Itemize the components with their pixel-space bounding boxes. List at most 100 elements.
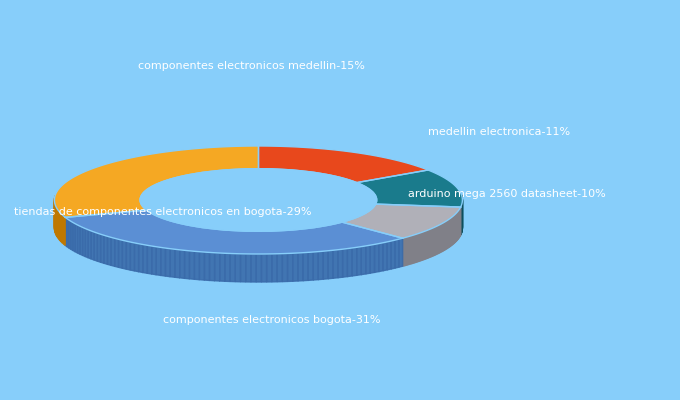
Polygon shape [422,232,424,260]
Polygon shape [261,254,267,282]
Polygon shape [433,228,434,256]
Polygon shape [64,216,65,245]
Polygon shape [352,247,357,276]
Polygon shape [391,240,395,269]
Polygon shape [442,223,443,252]
Polygon shape [439,224,440,253]
Polygon shape [258,146,428,182]
Polygon shape [152,246,156,275]
Polygon shape [399,238,403,267]
Polygon shape [298,253,303,281]
Polygon shape [65,217,67,247]
Polygon shape [184,250,190,279]
Polygon shape [143,244,148,273]
Polygon shape [357,170,462,207]
Polygon shape [80,226,83,256]
Polygon shape [78,225,80,254]
Polygon shape [441,224,442,252]
Polygon shape [272,254,277,282]
Polygon shape [403,238,404,266]
Polygon shape [63,215,64,244]
Polygon shape [180,250,184,278]
Polygon shape [333,250,338,278]
Polygon shape [437,226,438,254]
Text: componentes electronicos bogota-31%: componentes electronicos bogota-31% [163,315,381,325]
Polygon shape [115,238,118,267]
Polygon shape [230,254,235,282]
Polygon shape [370,244,375,273]
Polygon shape [411,236,412,264]
Polygon shape [73,222,75,252]
Polygon shape [308,252,313,280]
Polygon shape [215,253,220,281]
Polygon shape [416,234,418,262]
Polygon shape [323,251,328,279]
Polygon shape [435,226,437,255]
Polygon shape [366,245,370,274]
Polygon shape [424,231,426,259]
Polygon shape [60,212,61,242]
Polygon shape [107,236,111,265]
Polygon shape [430,229,431,257]
Text: arduino mega 2560 datasheet-10%: arduino mega 2560 datasheet-10% [408,189,606,199]
Polygon shape [71,221,73,250]
Polygon shape [95,232,97,261]
Polygon shape [69,220,71,249]
Polygon shape [86,229,88,258]
Polygon shape [342,204,460,238]
Polygon shape [235,254,241,282]
Polygon shape [165,248,170,277]
Polygon shape [405,237,406,266]
Polygon shape [126,241,131,270]
Polygon shape [101,234,104,263]
Polygon shape [440,224,441,252]
Polygon shape [75,224,78,253]
Polygon shape [56,207,57,236]
Polygon shape [282,254,288,282]
Polygon shape [267,254,272,282]
Polygon shape [131,242,135,271]
Polygon shape [241,254,245,282]
Polygon shape [288,253,292,282]
Polygon shape [91,231,95,260]
Polygon shape [156,247,161,276]
Polygon shape [313,252,318,280]
Polygon shape [251,254,256,282]
Polygon shape [97,233,101,262]
Text: tiendas de componentes electronicos en bogota-29%: tiendas de componentes electronicos en b… [14,207,311,217]
Polygon shape [383,242,387,271]
Polygon shape [338,249,343,278]
Polygon shape [65,210,403,254]
Polygon shape [387,241,391,270]
Polygon shape [328,250,333,279]
Polygon shape [61,214,63,243]
Polygon shape [220,253,225,281]
Polygon shape [415,234,416,262]
Polygon shape [256,254,261,282]
Text: componentes electronicos medellin-15%: componentes electronicos medellin-15% [138,61,365,71]
Polygon shape [434,227,435,256]
Polygon shape [427,230,428,258]
Polygon shape [139,244,143,272]
Text: medellin electronica-11%: medellin electronica-11% [428,127,571,137]
Polygon shape [88,230,91,259]
Polygon shape [57,208,58,238]
Polygon shape [67,219,69,248]
Polygon shape [190,251,194,279]
Polygon shape [420,232,422,261]
Polygon shape [375,244,379,272]
Polygon shape [303,252,308,281]
Polygon shape [194,251,199,280]
Polygon shape [404,238,405,266]
Polygon shape [58,211,60,240]
Polygon shape [205,252,209,280]
Polygon shape [407,236,409,265]
Polygon shape [225,253,230,282]
Polygon shape [209,252,215,281]
Ellipse shape [140,169,377,231]
Polygon shape [413,235,414,263]
Polygon shape [418,233,420,262]
Polygon shape [395,239,399,268]
Polygon shape [54,146,258,217]
Polygon shape [444,222,445,250]
